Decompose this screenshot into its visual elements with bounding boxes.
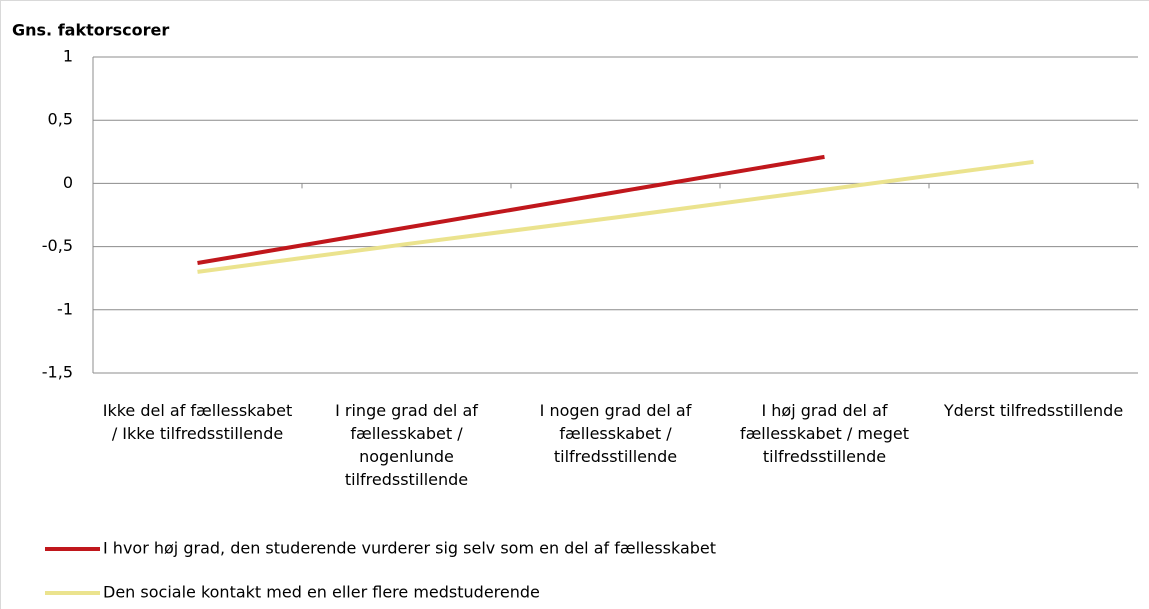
series-line [197, 154, 825, 266]
x-tick-label: I nogen grad del af fællesskabet / tilfr… [539, 401, 692, 466]
y-tick-label: -1,5 [42, 363, 73, 382]
x-tick-label: I ringe grad del af fællesskabet / nogen… [335, 401, 478, 489]
y-tick-label: 1 [63, 47, 73, 66]
y-tick-label: -0,5 [42, 236, 73, 255]
legend-label: I hvor høj grad, den studerende vurderer… [103, 539, 716, 558]
y-tick-label: -1 [57, 299, 73, 318]
legend-label: Den sociale kontakt med en eller flere m… [103, 583, 540, 602]
x-tick-label: Ikke del af fællesskabet / Ikke tilfreds… [102, 401, 293, 443]
y-tick-label: 0 [63, 173, 73, 192]
x-tick-label: I høj grad del af fællesskabet / meget t… [739, 401, 910, 466]
x-tick-label: Yderst tilfredsstillende [943, 401, 1124, 420]
series-line [197, 159, 1034, 274]
y-axis-title: Gns. faktorscorer [12, 21, 169, 40]
y-tick-label: 0,5 [48, 110, 73, 129]
